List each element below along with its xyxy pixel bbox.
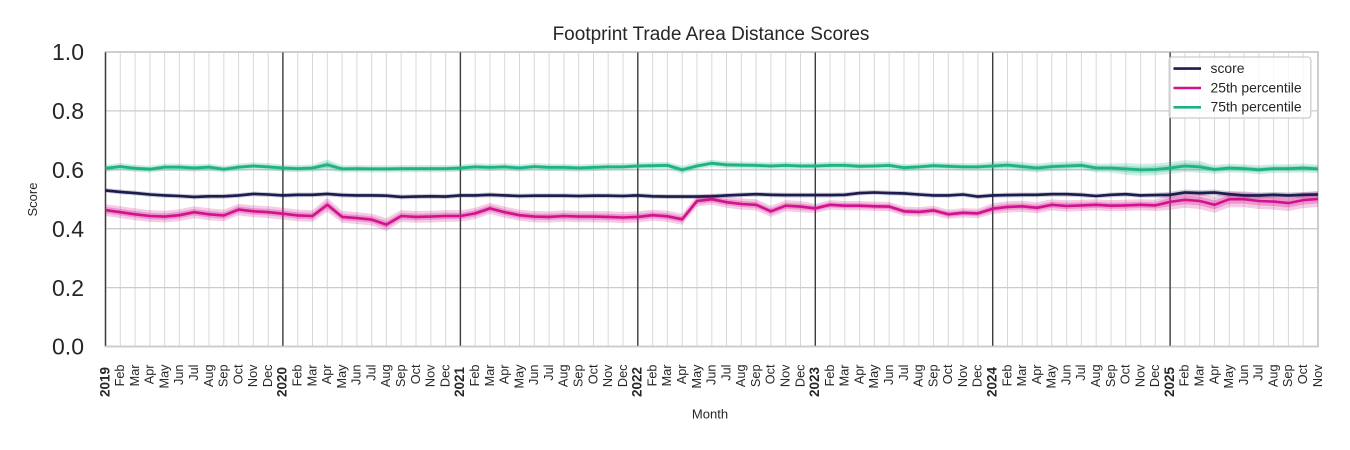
svg-text:0.2: 0.2 — [52, 275, 84, 301]
svg-text:Apr: Apr — [143, 364, 157, 385]
svg-text:Feb: Feb — [1178, 365, 1192, 387]
svg-text:Apr: Apr — [320, 364, 334, 385]
svg-text:Footprint Trade Area Distance: Footprint Trade Area Distance Scores — [553, 24, 870, 45]
svg-text:2019: 2019 — [97, 367, 112, 397]
svg-text:Sep: Sep — [926, 365, 940, 388]
svg-text:Feb: Feb — [468, 365, 482, 387]
svg-text:Apr: Apr — [1207, 364, 1221, 385]
svg-text:Apr: Apr — [1030, 364, 1044, 385]
svg-text:May: May — [1045, 364, 1059, 389]
svg-text:75th percentile: 75th percentile — [1211, 99, 1302, 115]
svg-text:2020: 2020 — [275, 367, 290, 397]
svg-text:Oct: Oct — [941, 364, 955, 384]
svg-text:2021: 2021 — [452, 367, 467, 398]
svg-text:Feb: Feb — [823, 365, 837, 387]
svg-text:Oct: Oct — [231, 364, 245, 384]
svg-text:2024: 2024 — [985, 367, 1000, 398]
svg-text:Aug: Aug — [1266, 365, 1280, 388]
svg-text:Dec: Dec — [616, 364, 630, 387]
svg-text:Apr: Apr — [498, 364, 512, 385]
svg-text:Sep: Sep — [572, 365, 586, 388]
svg-text:Sep: Sep — [394, 365, 408, 388]
svg-text:Oct: Oct — [1296, 364, 1310, 384]
svg-text:Mar: Mar — [483, 364, 497, 387]
svg-text:Oct: Oct — [764, 364, 778, 384]
svg-text:May: May — [1222, 364, 1236, 389]
svg-text:Month: Month — [692, 407, 728, 422]
svg-text:Aug: Aug — [557, 365, 571, 388]
svg-text:Jun: Jun — [705, 365, 719, 385]
svg-text:Nov: Nov — [601, 364, 615, 387]
svg-text:Dec: Dec — [438, 364, 452, 387]
svg-text:Score: Score — [25, 183, 40, 217]
svg-text:Nov: Nov — [424, 364, 438, 387]
svg-text:Sep: Sep — [217, 365, 231, 388]
svg-text:May: May — [512, 364, 526, 389]
svg-text:Mar: Mar — [128, 364, 142, 387]
svg-text:Jun: Jun — [527, 365, 541, 385]
svg-text:2022: 2022 — [630, 367, 645, 397]
svg-text:Dec: Dec — [971, 364, 985, 387]
svg-text:Oct: Oct — [409, 364, 423, 384]
svg-text:Mar: Mar — [1015, 364, 1029, 387]
svg-text:Sep: Sep — [1281, 365, 1295, 388]
svg-text:Sep: Sep — [1104, 365, 1118, 388]
svg-text:May: May — [867, 364, 881, 389]
svg-text:Aug: Aug — [734, 365, 748, 388]
svg-text:Aug: Aug — [202, 365, 216, 388]
svg-text:Oct: Oct — [586, 364, 600, 384]
svg-text:1.0: 1.0 — [52, 39, 84, 65]
svg-text:Feb: Feb — [291, 365, 305, 387]
svg-text:Nov: Nov — [1133, 364, 1147, 387]
svg-text:Mar: Mar — [1193, 364, 1207, 387]
svg-text:Jul: Jul — [542, 365, 556, 381]
svg-text:Apr: Apr — [675, 364, 689, 385]
svg-text:Jun: Jun — [882, 365, 896, 385]
svg-text:Jul: Jul — [187, 365, 201, 381]
svg-text:2025: 2025 — [1162, 367, 1177, 398]
svg-text:May: May — [335, 364, 349, 389]
svg-text:Apr: Apr — [852, 364, 866, 385]
svg-text:Jul: Jul — [365, 365, 379, 381]
svg-text:0.8: 0.8 — [52, 98, 84, 124]
svg-text:Feb: Feb — [1000, 365, 1014, 387]
svg-text:2023: 2023 — [807, 367, 822, 398]
svg-text:Feb: Feb — [645, 365, 659, 387]
svg-text:score: score — [1211, 60, 1245, 76]
svg-text:Mar: Mar — [305, 364, 319, 387]
svg-text:Nov: Nov — [779, 364, 793, 387]
svg-text:Aug: Aug — [912, 365, 926, 388]
svg-text:Nov: Nov — [246, 364, 260, 387]
svg-text:Aug: Aug — [1089, 365, 1103, 388]
svg-text:Oct: Oct — [1119, 364, 1133, 384]
svg-text:0.6: 0.6 — [52, 157, 84, 183]
svg-text:Jul: Jul — [1252, 365, 1266, 381]
svg-text:May: May — [690, 364, 704, 389]
svg-text:Dec: Dec — [261, 364, 275, 387]
svg-text:0.4: 0.4 — [52, 216, 84, 242]
svg-text:Nov: Nov — [956, 364, 970, 387]
svg-text:Jun: Jun — [1237, 365, 1251, 385]
svg-text:Jul: Jul — [719, 365, 733, 381]
svg-text:0.0: 0.0 — [52, 334, 84, 360]
svg-text:Jul: Jul — [897, 365, 911, 381]
svg-text:Nov: Nov — [1311, 364, 1325, 387]
svg-text:May: May — [157, 364, 171, 389]
svg-text:Jun: Jun — [1059, 365, 1073, 385]
svg-text:Sep: Sep — [749, 365, 763, 388]
svg-text:Dec: Dec — [793, 364, 807, 387]
svg-text:Jul: Jul — [1074, 365, 1088, 381]
svg-text:Aug: Aug — [379, 365, 393, 388]
svg-text:Mar: Mar — [660, 364, 674, 387]
svg-text:Jun: Jun — [172, 365, 186, 385]
svg-text:Dec: Dec — [1148, 364, 1162, 387]
svg-text:25th percentile: 25th percentile — [1211, 79, 1302, 95]
svg-text:Feb: Feb — [113, 365, 127, 387]
svg-text:Jun: Jun — [350, 365, 364, 385]
svg-text:Mar: Mar — [838, 364, 852, 387]
